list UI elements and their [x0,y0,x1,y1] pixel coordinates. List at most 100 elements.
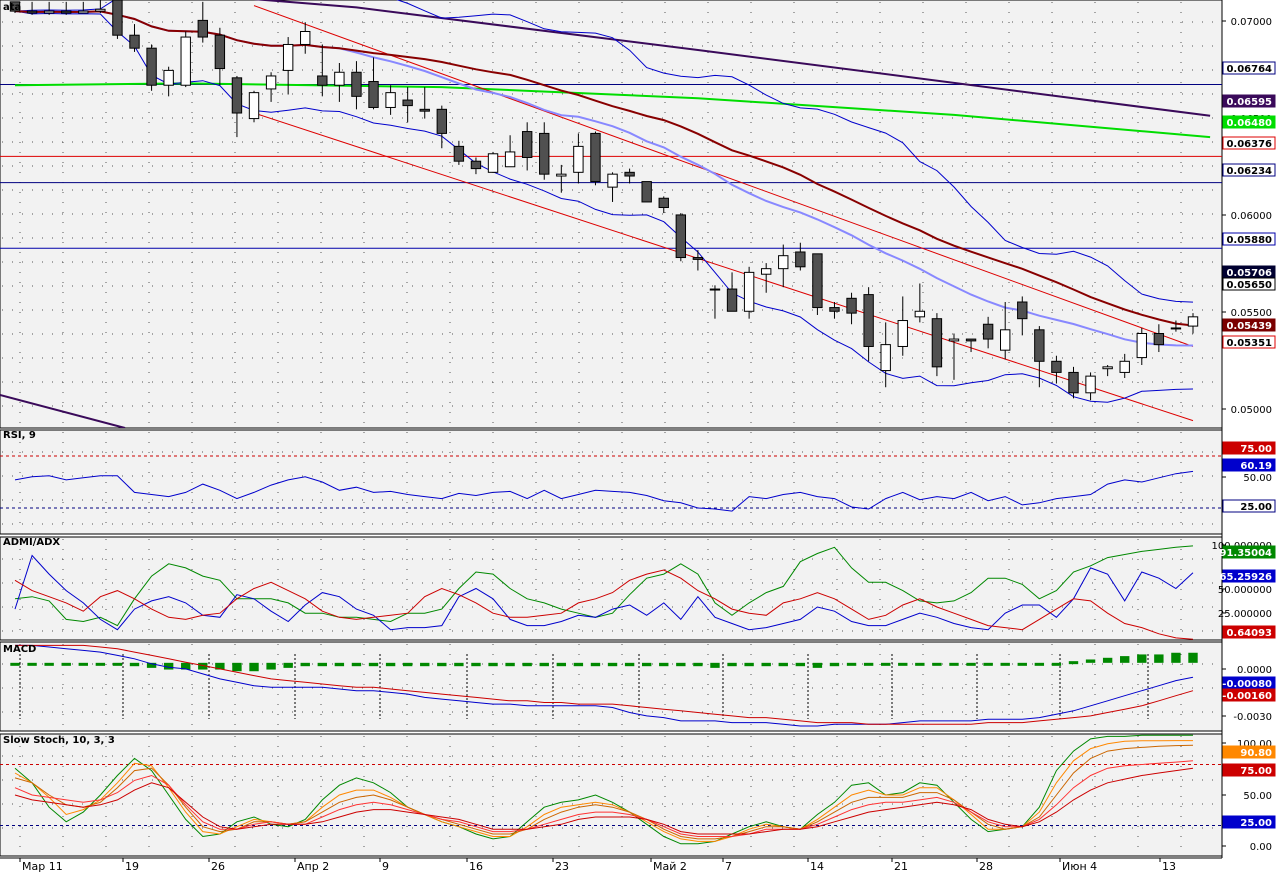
macd-histogram-bar [556,662,567,667]
candle-body [726,288,738,312]
stoch-panel-title: Slow Stoch, 10, 3, 3 [3,735,115,746]
candle-body [658,197,669,209]
macd-histogram-bar [95,662,106,666]
stoch-ytick-label: 100.00 [1237,739,1272,750]
price-ytick-label: 0.05000 [1231,405,1272,416]
macd-histogram-bar [1137,654,1147,663]
price-value-tag-bg [1222,163,1276,177]
time-tick-label: 7 [725,860,732,872]
candle-body [504,151,516,168]
time-tick-label: Мар 11 [22,860,63,872]
candle-body [402,99,413,107]
adx-value-tag-bg [1222,569,1276,583]
macd-histogram-bar [44,662,54,666]
macd-series-line [15,644,1194,727]
candle-body [914,310,926,318]
adx-panel-title: ADMI/ADX [3,537,60,548]
bollinger-lower [14,10,1194,403]
candle-body [317,75,328,86]
macd-histogram-bar [78,662,88,666]
price-value-tag: 0.05351 [1226,338,1272,349]
macd-histogram-bar [146,662,157,668]
candle-body [265,75,277,90]
candle-body [1153,333,1165,346]
candle-body [1068,371,1079,394]
price-panel-title: ata [3,2,21,13]
macd-histogram-bar [1068,661,1079,665]
macd-histogram-bar [385,662,396,667]
time-tick-label: 14 [810,860,824,872]
ma-red-line [14,10,1194,327]
candle-body [607,173,618,188]
macd-histogram-bar [454,662,464,667]
adx-series-line [14,554,1194,631]
macd-histogram-bar [505,662,515,667]
grid [2,2,1220,854]
time-tick-label: 26 [211,860,225,872]
rsi-value-tag: 60.19 [1240,461,1272,472]
candle-body [778,255,789,270]
right-price-axis: 0.070000.065000.060000.055000.050000.067… [1212,17,1276,853]
adx-series-line [14,569,1194,640]
macd-histogram-bar [1017,662,1027,666]
macd-histogram-bar [1154,654,1164,663]
time-tick-label: 13 [1162,860,1176,872]
macd-histogram-bar [693,662,703,667]
ma-purple-old-segment [0,394,126,428]
candle-body [453,145,465,162]
candle-body [129,34,140,49]
candle-body [368,81,379,108]
macd-histogram-bar [112,662,123,666]
macd-histogram-bar [522,662,532,667]
price-ytick-label: 0.05500 [1231,308,1272,319]
price-value-tag: 0.05706 [1226,268,1272,279]
stoch-value-tag-bg [1222,745,1276,759]
macd-histogram-bar [215,662,225,670]
stoch-panel [0,734,1222,845]
candle-body [641,181,652,203]
candle-body [539,132,550,175]
macd-panel [10,644,1198,727]
macd-histogram-bar [317,662,327,667]
candle-body [197,19,208,38]
rsi-panel-bg [0,429,1223,535]
time-tick-label: 28 [979,860,993,872]
candle-body [948,338,960,342]
macd-histogram-bar [163,662,174,670]
rsi-panel [0,455,1222,512]
macd-histogram-bar [368,662,379,667]
candle-body [982,323,994,340]
macd-histogram-bar [641,662,652,667]
candle-body [436,108,448,134]
price-value-tag: 0.05650 [1226,280,1272,291]
price-value-tag-bg [1222,232,1276,246]
candle-body [675,214,687,259]
time-tick-label: Июн 4 [1062,860,1097,872]
rsi-value-tag: 75.00 [1240,444,1272,455]
rsi-value-tag-bg [1222,441,1276,455]
candle-body [43,10,55,14]
rsi-value-tag: 25.00 [1240,502,1272,513]
stoch-value-tag-bg [1222,763,1276,777]
candle-body [692,257,704,260]
candle-body [846,297,857,314]
candle-body [231,77,243,114]
macd-histogram-bar [420,662,430,667]
candle-body [1051,360,1062,373]
price-ytick-label: 0.07000 [1231,17,1272,28]
macd-histogram-bar [249,662,259,672]
macd-histogram-bar [966,662,976,666]
candle-body [282,43,294,71]
candle-body [1034,329,1045,362]
time-tick-label: 16 [469,860,483,872]
candle-body [146,47,157,86]
macd-histogram-bar [1085,659,1096,663]
time-tick-label: 23 [555,860,569,872]
candle-body [573,145,584,173]
price-value-tag-bg [1222,277,1276,291]
candle-body [521,131,533,158]
macd-histogram-bar [1120,656,1130,663]
candle-body [95,8,106,12]
